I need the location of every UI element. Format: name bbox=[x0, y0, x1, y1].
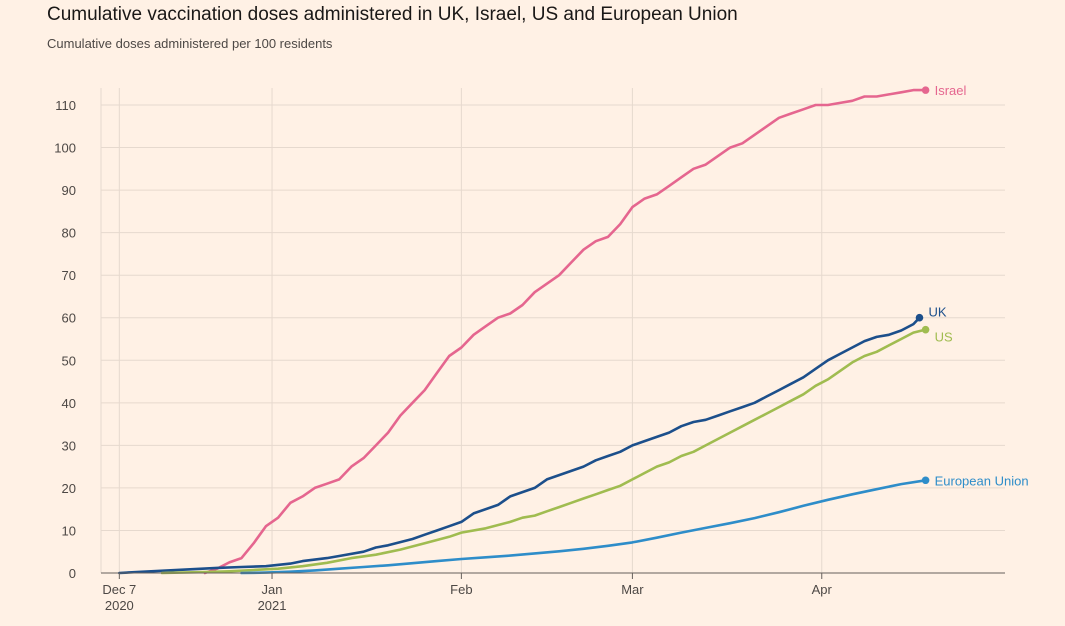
series-end-marker-uk bbox=[915, 313, 924, 322]
chart-title: Cumulative vaccination doses administere… bbox=[47, 4, 738, 25]
x-tick-label: Mar bbox=[621, 582, 644, 597]
y-tick-label: 90 bbox=[62, 183, 76, 198]
y-tick-label: 80 bbox=[62, 226, 76, 241]
series-end-marker-european-union bbox=[921, 476, 930, 485]
series-layer bbox=[118, 86, 930, 575]
y-tick-label: 0 bbox=[69, 566, 76, 581]
x-tick-label: Feb bbox=[450, 582, 472, 597]
y-tick-label: 20 bbox=[62, 481, 76, 496]
series-label-us: US bbox=[935, 330, 953, 345]
series-line-uk bbox=[118, 316, 921, 575]
series-label-israel: Israel bbox=[935, 83, 967, 98]
y-tick-label: 10 bbox=[62, 523, 76, 538]
chart-subtitle: Cumulative doses administered per 100 re… bbox=[47, 36, 333, 51]
x-tick-year-label: 2020 bbox=[105, 598, 134, 613]
y-tick-label: 110 bbox=[55, 98, 76, 113]
series-label-uk: UK bbox=[928, 305, 946, 320]
series-end-marker-us bbox=[921, 325, 930, 334]
series-end-marker-israel bbox=[921, 86, 930, 94]
x-tick-label: Jan bbox=[262, 582, 283, 597]
grid-layer bbox=[100, 88, 1005, 573]
y-tick-label: 50 bbox=[62, 353, 76, 368]
series-line-israel bbox=[203, 88, 927, 575]
y-tick-label: 30 bbox=[62, 438, 76, 453]
y-tick-label: 40 bbox=[62, 396, 76, 411]
series-line-us bbox=[160, 328, 927, 575]
x-tick-label: Dec 7 bbox=[102, 582, 136, 597]
x-tick-label: Apr bbox=[812, 582, 833, 597]
label-layer: Israel UK US European Union bbox=[928, 83, 1028, 488]
x-tick-year-label: 2021 bbox=[258, 598, 287, 613]
y-tick-label: 100 bbox=[54, 141, 76, 156]
y-tick-label: 70 bbox=[62, 268, 76, 283]
y-tick-label: 60 bbox=[62, 311, 76, 326]
series-line-european-union bbox=[240, 478, 927, 575]
series-label-european-union: European Union bbox=[935, 473, 1029, 488]
